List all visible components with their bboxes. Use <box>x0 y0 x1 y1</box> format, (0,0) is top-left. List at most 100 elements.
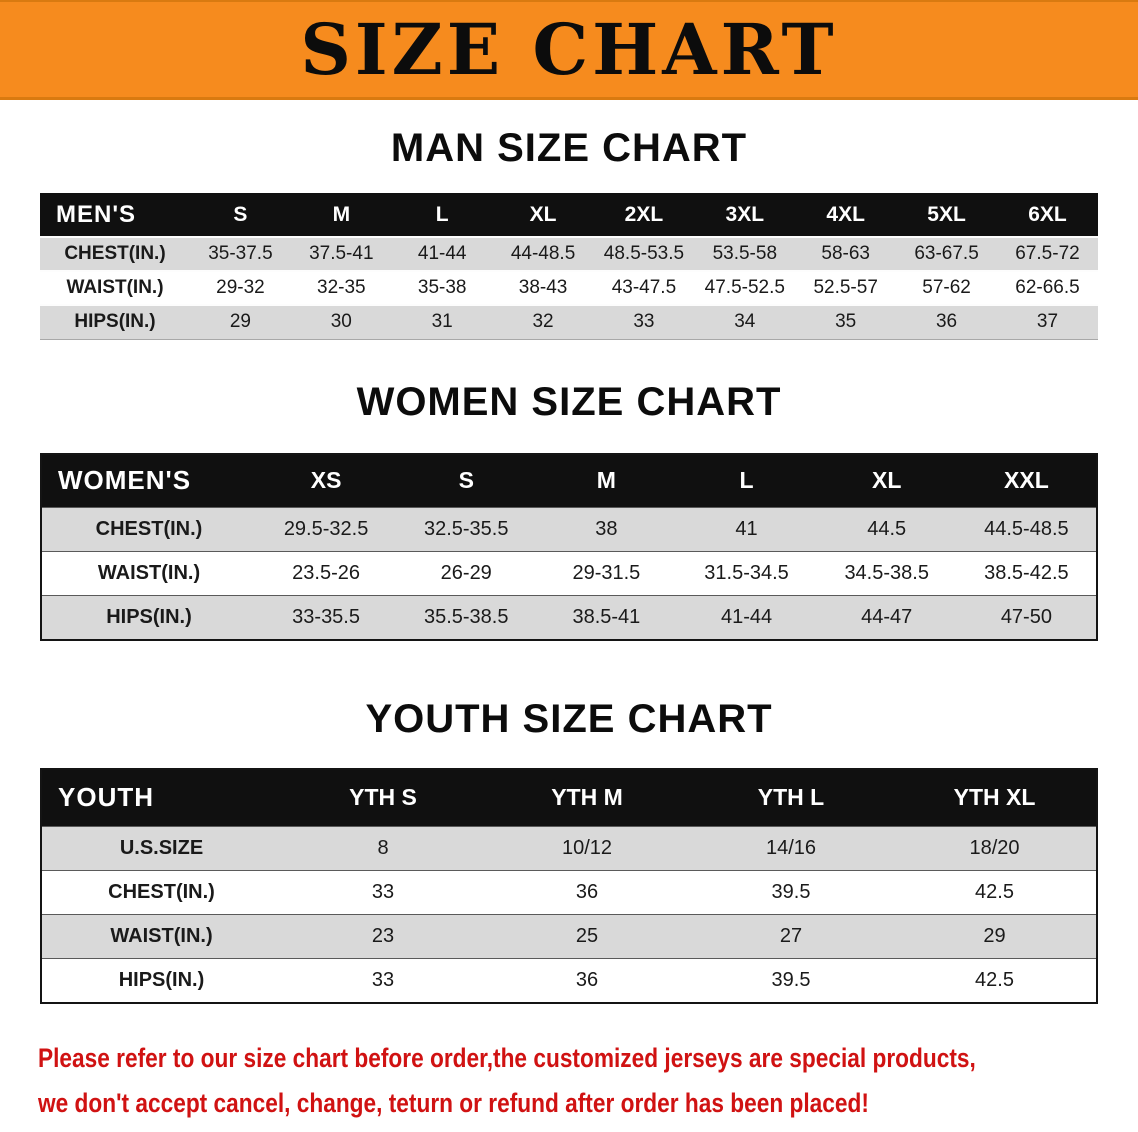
size-value-cell: 58-63 <box>821 243 870 264</box>
size-value-cell: 38.5-42.5 <box>984 562 1069 584</box>
size-column-header: YTH M <box>485 768 689 827</box>
size-value-cell: 35.5-38.5 <box>423 605 509 628</box>
table-wrap: YOUTH YTH S YTH M YTH L YTH XL U.S.SIZE 8 10/12… <box>0 767 1138 1004</box>
size-value-cell: 37.5-41 <box>309 243 374 264</box>
size-value-cell: 44-48.5 <box>510 243 576 264</box>
row-label: CHEST(IN.) <box>95 518 203 540</box>
disclaimer: Please refer to our size chart before or… <box>0 1004 1138 1126</box>
measurement-row: HIPS(IN.) 29 30 31 32 33 34 35 36 37 <box>40 305 1098 339</box>
size-value-cell: 36 <box>575 881 599 903</box>
size-column-header: S <box>190 193 291 237</box>
size-value-cell: 39.5 <box>771 968 811 991</box>
size-column-header: YTH S <box>281 768 485 827</box>
row-label: HIPS(IN.) <box>106 605 192 628</box>
measurement-row: HIPS(IN.) 33-35.5 35.5-38.5 38.5-41 41-44 44-… <box>41 595 1097 640</box>
page-title: SIZE CHART <box>300 7 838 91</box>
size-value-cell: 67.5-72 <box>1015 243 1080 264</box>
size-column-header: XL <box>492 193 594 237</box>
size-value-cell: 35-38 <box>417 277 467 298</box>
size-value-cell: 38.5-41 <box>572 605 641 628</box>
size-value-cell: 36 <box>575 968 599 991</box>
size-value-cell: 47.5-52.5 <box>704 277 785 298</box>
size-value-cell: 8 <box>377 837 389 859</box>
row-label: CHEST(IN.) <box>108 881 215 903</box>
size-value-cell: 29-32 <box>216 277 265 298</box>
women-size-section: WOMEN SIZE CHART WOMEN'S XS S M L XL XXL CHEST(… <box>0 380 1138 641</box>
size-value-cell: 38-43 <box>518 277 568 298</box>
size-value-cell: 37 <box>1036 311 1059 333</box>
section-title: MAN SIZE CHART <box>390 126 748 170</box>
section-title: WOMEN SIZE CHART <box>356 379 782 424</box>
table-corner-label: YOUTH <box>41 768 281 827</box>
size-value-cell: 38 <box>595 518 618 540</box>
size-column-header: 5XL <box>896 193 997 237</box>
size-value-cell: 33 <box>633 311 655 333</box>
size-value-cell: 42.5 <box>975 881 1014 903</box>
size-value-cell: 62-66.5 <box>1015 277 1080 298</box>
section-title: YOUTH SIZE CHART <box>365 696 773 741</box>
table-wrap: WOMEN'S XS S M L XL XXL CHEST(IN.) 29.5-32.5 32.5… <box>0 452 1138 641</box>
youth-size-section: YOUTH SIZE CHART YOUTH YTH S YTH M YTH L YTH… <box>0 697 1138 1004</box>
measurement-row: HIPS(IN.) 33 36 39.5 42.5 <box>41 958 1097 1003</box>
size-value-cell: 27 <box>779 925 803 947</box>
size-value-cell: 48.5-53.5 <box>603 243 685 264</box>
measurement-row: WAIST(IN.) 23 25 27 29 <box>41 914 1097 959</box>
size-column-header: L <box>391 193 493 237</box>
size-column-header: M <box>536 453 677 508</box>
size-value-cell: 14/16 <box>765 837 817 859</box>
banner: SIZE CHART <box>0 0 1138 100</box>
measurement-row: WAIST(IN.) 29-32 32-35 35-38 38-43 43-47.5 47.… <box>40 271 1098 305</box>
size-column-header: XXL <box>956 453 1097 508</box>
size-column-header: S <box>396 453 537 508</box>
size-column-header: 2XL <box>593 193 695 237</box>
size-column-header: YTH XL <box>893 768 1097 827</box>
table-header-row: MEN'S S M L XL 2XL 3XL 4XL 5XL 6XL <box>40 193 1098 237</box>
size-value-cell: 57-62 <box>922 277 971 298</box>
size-value-cell: 53.5-58 <box>712 243 778 264</box>
size-column-header: XL <box>816 453 957 508</box>
size-value-cell: 34 <box>734 311 756 333</box>
table-header-row: YOUTH YTH S YTH M YTH L YTH XL <box>41 768 1097 827</box>
size-value-cell: 23 <box>371 925 395 947</box>
size-value-cell: 33-35.5 <box>292 605 360 628</box>
size-value-cell: 44.5-48.5 <box>984 518 1069 540</box>
size-value-cell: 30 <box>330 311 352 333</box>
disclaimer-line: we don't accept cancel, change, teturn o… <box>38 1087 869 1118</box>
row-label: WAIST(IN.) <box>66 277 164 298</box>
size-value-cell: 32.5-35.5 <box>423 518 509 540</box>
size-value-cell: 41-44 <box>417 243 467 264</box>
size-value-cell: 25 <box>575 925 599 947</box>
size-value-cell: 32 <box>532 311 554 333</box>
size-value-cell: 33 <box>371 881 395 903</box>
youth-size-table: YOUTH YTH S YTH M YTH L YTH XL U.S.SIZE 8 10/12… <box>40 767 1098 1004</box>
size-value-cell: 34.5-38.5 <box>844 562 929 584</box>
size-value-cell: 39.5 <box>771 881 811 903</box>
size-value-cell: 42.5 <box>975 968 1014 991</box>
man-size-section: MAN SIZE CHART MEN'S S M L XL 2XL 3XL 4XL 5XL 6XL… <box>0 126 1138 340</box>
row-label: WAIST(IN.) <box>110 925 213 947</box>
size-value-cell: 35 <box>835 311 857 333</box>
size-value-cell: 32-35 <box>317 277 366 298</box>
row-label: CHEST(IN.) <box>64 243 166 264</box>
size-value-cell: 29 <box>229 311 251 333</box>
measurement-row: CHEST(IN.) 35-37.5 37.5-41 41-44 44-48.5 48.5… <box>40 237 1098 271</box>
size-value-cell: 18/20 <box>969 837 1020 859</box>
size-value-cell: 44.5 <box>867 518 907 540</box>
size-value-cell: 31 <box>431 311 453 333</box>
size-value-cell: 29-31.5 <box>572 562 641 584</box>
measurement-row: U.S.SIZE 8 10/12 14/16 18/20 <box>41 826 1097 871</box>
size-column-header: XS <box>256 453 397 508</box>
size-value-cell: 26-29 <box>440 562 492 584</box>
table-header-row: WOMEN'S XS S M L XL XXL <box>41 453 1097 508</box>
womens-size-table: WOMEN'S XS S M L XL XXL CHEST(IN.) 29.5-32.5 32.5… <box>40 452 1098 641</box>
size-value-cell: 41 <box>735 518 758 540</box>
size-value-cell: 44-47 <box>861 605 913 628</box>
size-column-header: 3XL <box>694 193 796 237</box>
size-value-cell: 33 <box>371 968 395 991</box>
row-label: U.S.SIZE <box>119 837 204 859</box>
row-label: HIPS(IN.) <box>74 311 156 333</box>
size-value-cell: 35-37.5 <box>208 243 273 264</box>
table-corner-label: WOMEN'S <box>41 453 256 508</box>
size-value-cell: 23.5-26 <box>292 562 360 584</box>
size-value-cell: 43-47.5 <box>611 277 677 298</box>
